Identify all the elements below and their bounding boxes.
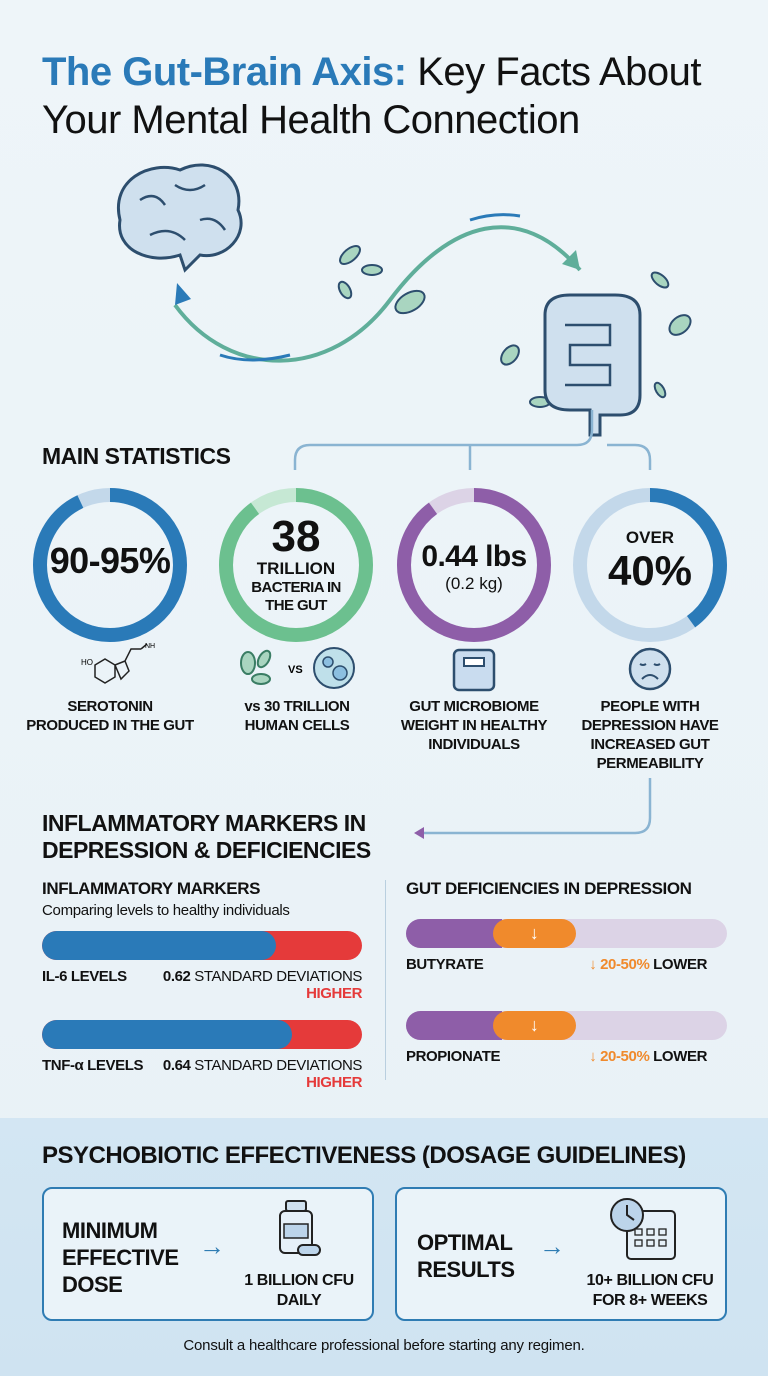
bacteria-vs-cell-icon: VS [240,647,355,689]
serotonin-molecule-icon: HO NH₂ [81,643,155,684]
svg-text:NH₂: NH₂ [145,643,155,650]
disclaimer-footer: Consult a healthcare professional before… [183,1337,585,1354]
marker-row: TNF-α LEVELS 0.64 STANDARD DEVIATIONS HIGH… [42,1020,362,1091]
stat-serotonin-label: SEROTONIN PRODUCED IN THE GUT [26,698,194,734]
scale-icon [452,648,496,692]
dosage-section: PSYCHOBIOTIC EFFECTIVENESS (DOSAGE GUIDE… [0,1118,768,1376]
stat-serotonin-value: 90-95% [49,540,171,581]
marker-name: IL-6 LEVELS [42,968,127,985]
stat-bacteria-label: vs 30 TRILLION HUMAN CELLS [244,698,350,734]
stat-weight-value: 0.44 lbs (0.2 kg) [421,540,527,593]
marker-unit: STANDARD DEVIATIONS [194,968,362,985]
supplement-bottle-icon [279,1200,321,1256]
ring-progress [33,488,187,642]
ring-progress [573,488,727,642]
column-divider [385,880,386,1080]
arrow-right-icon: → [199,1231,225,1261]
intestine-icon [543,293,642,437]
marker-unit: STANDARD DEVIATIONS [194,1057,362,1074]
card-value: 1 BILLION CFU DAILY [244,1272,354,1309]
card-title: OPTIMAL RESULTS [417,1230,515,1282]
marker-bar-baseline [42,1020,292,1049]
deficiency-row: ↓ BUTYRATE ↓ 20-50% LOWER [406,919,727,973]
card-value: 10+ BILLION CFU FOR 8+ WEEKS [586,1272,714,1309]
branch-connector [293,410,652,470]
arrow-head-right [562,250,580,270]
return-arrow-bottom [219,353,291,362]
axis-arrow-curve [173,225,582,363]
marker-value: 0.62 [162,968,191,985]
dosage-heading: PSYCHOBIOTIC EFFECTIVENESS (DOSAGE GUIDE… [42,1142,686,1169]
main-statistics-heading: MAIN STATISTICS [42,443,231,469]
svg-text:VS: VS [288,664,303,676]
stat-bacteria-value: 38 TRILLION BACTERIA IN THE GUT [251,512,341,615]
marker-bar [42,931,362,960]
deficiency-direction: LOWER [653,956,707,973]
marker-name: TNF-α LEVELS [42,1057,144,1074]
page-title: The Gut-Brain Axis: Key Facts About Your… [42,50,702,142]
arrow-right-icon: → [539,1231,565,1261]
ring-progress [219,488,373,642]
inflammatory-section-heading: INFLAMMATORY MARKERS IN DEPRESSION & DEF… [42,810,371,863]
svg-text:HO: HO [81,658,93,667]
marker-direction: HIGHER [306,1074,362,1091]
deficiency-direction: LOWER [653,1048,707,1065]
dosage-card-optimal: OPTIMAL RESULTS → 10+ BILLION CFU FOR 8+ W… [395,1187,727,1321]
return-arrow-top [469,213,521,222]
marker-bar-baseline [42,931,276,960]
gut-deficiencies-panel: GUT DEFICIENCIES IN DEPRESSION ↓ BUTYRATE… [406,879,727,1065]
marker-direction: HIGHER [306,985,362,1002]
marker-bar [42,1020,362,1049]
deficiency-bar-level [406,1011,503,1040]
stat-permeability-value: OVER 40% [607,528,693,594]
inflammatory-markers-panel: INFLAMMATORY MARKERS Comparing levels to… [42,879,362,1091]
down-arrow-icon: ↓ [492,919,577,948]
marker-value: 0.64 [162,1057,191,1074]
stat-rings [33,488,727,642]
deficiency-bar-level [406,919,503,948]
deficiency-bar: ↓ [406,919,727,948]
stat-weight-label: GUT MICROBIOME WEIGHT IN HEALTHY INDIVID… [400,698,548,753]
deficiency-value: 20-50% [600,956,650,973]
deficiency-value: 20-50% [600,1048,650,1065]
gut-brain-illustration [116,163,692,470]
down-arrow-icon: ↓ [589,956,597,973]
clock-calendar-icon [610,1198,676,1260]
deficiency-row: ↓ PROPIONATE ↓ 20-50% LOWER [406,1011,727,1065]
down-arrow-icon: ↓ [589,1048,597,1065]
marker-row: IL-6 LEVELS 0.62 STANDARD DEVIATIONS HIGHE… [42,931,362,1002]
dosage-card-minimum: MINIMUM EFFECTIVE DOSE → 1 BILLION CFU DAIL… [42,1187,374,1321]
sad-face-icon [628,647,672,691]
ring-progress [397,488,551,642]
down-arrow-icon: ↓ [492,1011,577,1040]
deficiency-name: BUTYRATE [406,956,484,973]
card-title: MINIMUM EFFECTIVE DOSE [62,1218,179,1297]
deficiency-name: PROPIONATE [406,1048,501,1065]
section-connector-arrow [414,778,652,839]
brain-icon [116,163,243,273]
stat-permeability-label: PEOPLE WITH DEPRESSION HAVE INCREASED GU… [581,698,719,772]
bacteria-icons [337,245,692,408]
arrow-head-left [175,283,191,305]
deficiency-bar: ↓ [406,1011,727,1040]
